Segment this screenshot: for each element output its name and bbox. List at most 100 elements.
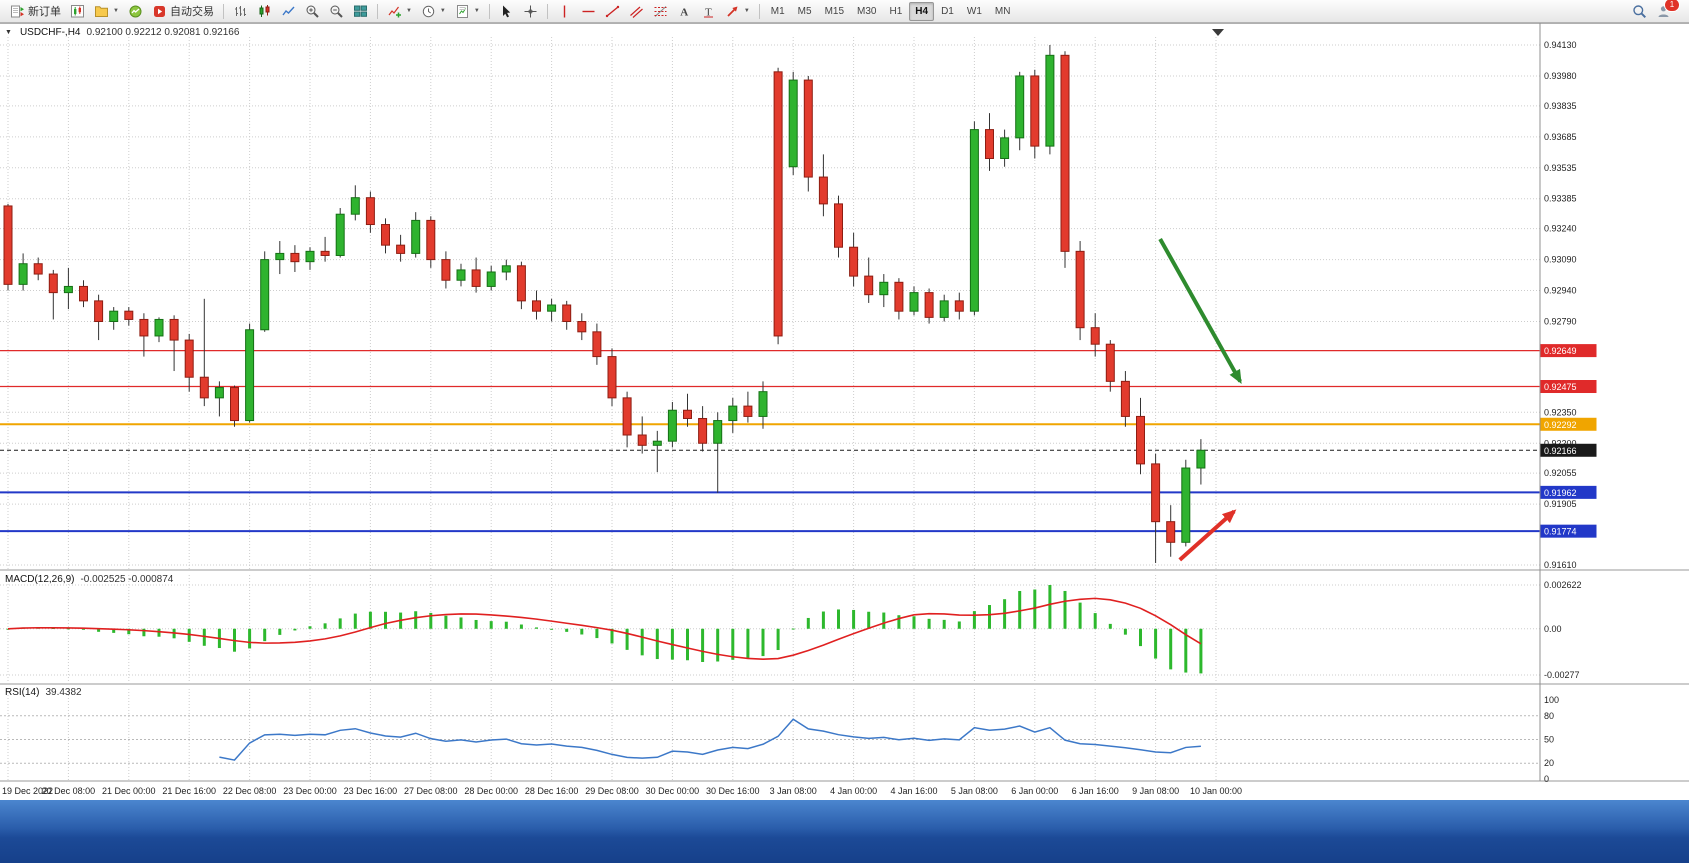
- text-button[interactable]: A: [673, 1, 696, 22]
- svg-text:0.92475: 0.92475: [1544, 382, 1577, 392]
- channel-button[interactable]: [625, 1, 648, 22]
- macd-signal-line: [7, 597, 1202, 660]
- svg-text:21 Dec 16:00: 21 Dec 16:00: [162, 786, 216, 796]
- svg-text:0.93385: 0.93385: [1544, 194, 1577, 204]
- vertical-line-button[interactable]: [553, 1, 576, 22]
- svg-text:0.92940: 0.92940: [1544, 286, 1577, 296]
- profiles-caret-icon: ▼: [113, 8, 119, 14]
- horizontal-line-button[interactable]: [577, 1, 600, 22]
- vertical-line-icon: [563, 5, 566, 17]
- svg-text:29 Dec 08:00: 29 Dec 08:00: [585, 786, 639, 796]
- tf-m15-button[interactable]: M15: [824, 5, 845, 17]
- profiles-button[interactable]: ▼: [90, 1, 123, 22]
- svg-text:28 Dec 00:00: 28 Dec 00:00: [464, 786, 518, 796]
- svg-text:5 Jan 08:00: 5 Jan 08:00: [951, 786, 998, 796]
- svg-text:80: 80: [1544, 711, 1554, 721]
- tf-w1-button[interactable]: W1: [966, 5, 982, 17]
- svg-text:0.92166: 0.92166: [1544, 446, 1577, 456]
- arrows-tool-button[interactable]: ▼: [721, 1, 754, 22]
- community-button[interactable]: [124, 1, 147, 22]
- tf-m1-button[interactable]: M1: [770, 5, 785, 17]
- new-chart-button[interactable]: [66, 1, 89, 22]
- svg-text:10 Jan 00:00: 10 Jan 00:00: [1190, 786, 1242, 796]
- svg-text:100: 100: [1544, 695, 1559, 705]
- svg-text:22 Dec 08:00: 22 Dec 08:00: [223, 786, 277, 796]
- svg-text:0.94130: 0.94130: [1544, 40, 1577, 50]
- svg-text:-0.00277: -0.00277: [1544, 670, 1580, 680]
- toolbar-separator: [376, 3, 378, 19]
- down-trend-arrow[interactable]: [1158, 237, 1242, 384]
- line-chart-button[interactable]: [277, 1, 300, 22]
- templates-button[interactable]: ▼: [451, 1, 484, 22]
- svg-text:0.92292: 0.92292: [1544, 420, 1577, 430]
- candle-chart-icon: [259, 4, 270, 17]
- tf-m30-button[interactable]: M30: [857, 5, 877, 17]
- text-label-button[interactable]: T: [697, 1, 720, 22]
- zoom-out-icon: [330, 5, 343, 18]
- svg-text:30 Dec 00:00: 30 Dec 00:00: [646, 786, 700, 796]
- svg-text:4 Jan 16:00: 4 Jan 16:00: [890, 786, 937, 796]
- toolbar: 新订单 ▼ 自动交易: [0, 0, 1689, 23]
- scroll-to-end-marker[interactable]: [1212, 29, 1224, 36]
- cursor-button[interactable]: [495, 1, 518, 22]
- taskbar: [0, 800, 1689, 863]
- fibonacci-button[interactable]: [649, 1, 672, 22]
- svg-text:0.92055: 0.92055: [1544, 468, 1577, 478]
- symbol-dropdown-icon[interactable]: ▼: [5, 29, 12, 36]
- trendline-icon: [605, 5, 620, 17]
- chart-canvas[interactable]: 0.94130 0.93980 0.93835 0.93685 0.93535 0.933…: [0, 23, 1689, 800]
- templates-icon: [456, 4, 468, 18]
- svg-text:50: 50: [1544, 735, 1554, 745]
- periods-clock-icon: [422, 5, 435, 17]
- tile-windows-button[interactable]: [349, 1, 372, 22]
- tf-mn-button[interactable]: MN: [994, 5, 1011, 17]
- zoom-in-button[interactable]: [301, 1, 324, 22]
- svg-text:20 Dec 08:00: 20 Dec 08:00: [42, 786, 96, 796]
- search-icon: [1633, 4, 1647, 18]
- tf-m5-button[interactable]: M5: [797, 5, 812, 17]
- svg-text:A: A: [680, 6, 688, 18]
- toolbar-separator: [546, 3, 548, 19]
- svg-text:0.93535: 0.93535: [1544, 163, 1577, 173]
- candles-layer: [3, 45, 1206, 563]
- bar-chart-icon: [234, 5, 246, 16]
- new-chart-icon: [71, 4, 84, 17]
- level-price-box-0.91774: [1540, 524, 1597, 538]
- periods-caret-icon: ▼: [439, 8, 446, 14]
- account-button[interactable]: 1: [1652, 0, 1680, 22]
- svg-text:27 Dec 08:00: 27 Dec 08:00: [404, 786, 458, 796]
- svg-text:0.93090: 0.93090: [1544, 255, 1577, 265]
- svg-text:0.00: 0.00: [1544, 624, 1562, 634]
- arrows-tool-icon: [727, 6, 738, 17]
- autotrading-button[interactable]: 自动交易: [148, 1, 218, 22]
- crosshair-icon: [524, 5, 537, 17]
- indicators-button[interactable]: ▼: [383, 1, 416, 22]
- tf-d1-button[interactable]: D1: [941, 5, 954, 17]
- horizontal-line-icon: [582, 10, 595, 12]
- search-button[interactable]: [1628, 1, 1651, 22]
- crosshair-button[interactable]: [519, 1, 542, 22]
- indicators-caret-icon: ▼: [405, 8, 412, 14]
- bar-chart-button[interactable]: [229, 1, 252, 22]
- svg-text:21 Dec 00:00: 21 Dec 00:00: [102, 786, 156, 796]
- svg-text:0.93240: 0.93240: [1544, 224, 1577, 234]
- new-order-button[interactable]: 新订单: [6, 1, 65, 22]
- svg-text:0.93685: 0.93685: [1544, 132, 1577, 142]
- svg-text:0.92350: 0.92350: [1544, 407, 1577, 417]
- svg-text:0.92200: 0.92200: [1544, 438, 1577, 448]
- trendline-button[interactable]: [601, 1, 624, 22]
- candle-chart-button[interactable]: [253, 1, 276, 22]
- svg-text:0.91905: 0.91905: [1544, 499, 1577, 509]
- rsi-value: 39.4382: [45, 687, 82, 698]
- up-bounce-arrow[interactable]: [1178, 509, 1237, 562]
- chart-symbol-label: USDCHF-,H4: [19, 27, 81, 38]
- autotrading-icon: [153, 5, 165, 17]
- indicators-icon: [388, 6, 401, 17]
- tf-h1-button[interactable]: H1: [889, 5, 903, 17]
- svg-text:0.91610: 0.91610: [1544, 560, 1577, 570]
- tf-h4-button[interactable]: H4: [909, 1, 935, 21]
- zoom-out-button[interactable]: [325, 1, 348, 22]
- svg-text:0.91774: 0.91774: [1544, 527, 1577, 537]
- periods-button[interactable]: ▼: [417, 1, 450, 22]
- svg-text:0.002622: 0.002622: [1544, 580, 1582, 590]
